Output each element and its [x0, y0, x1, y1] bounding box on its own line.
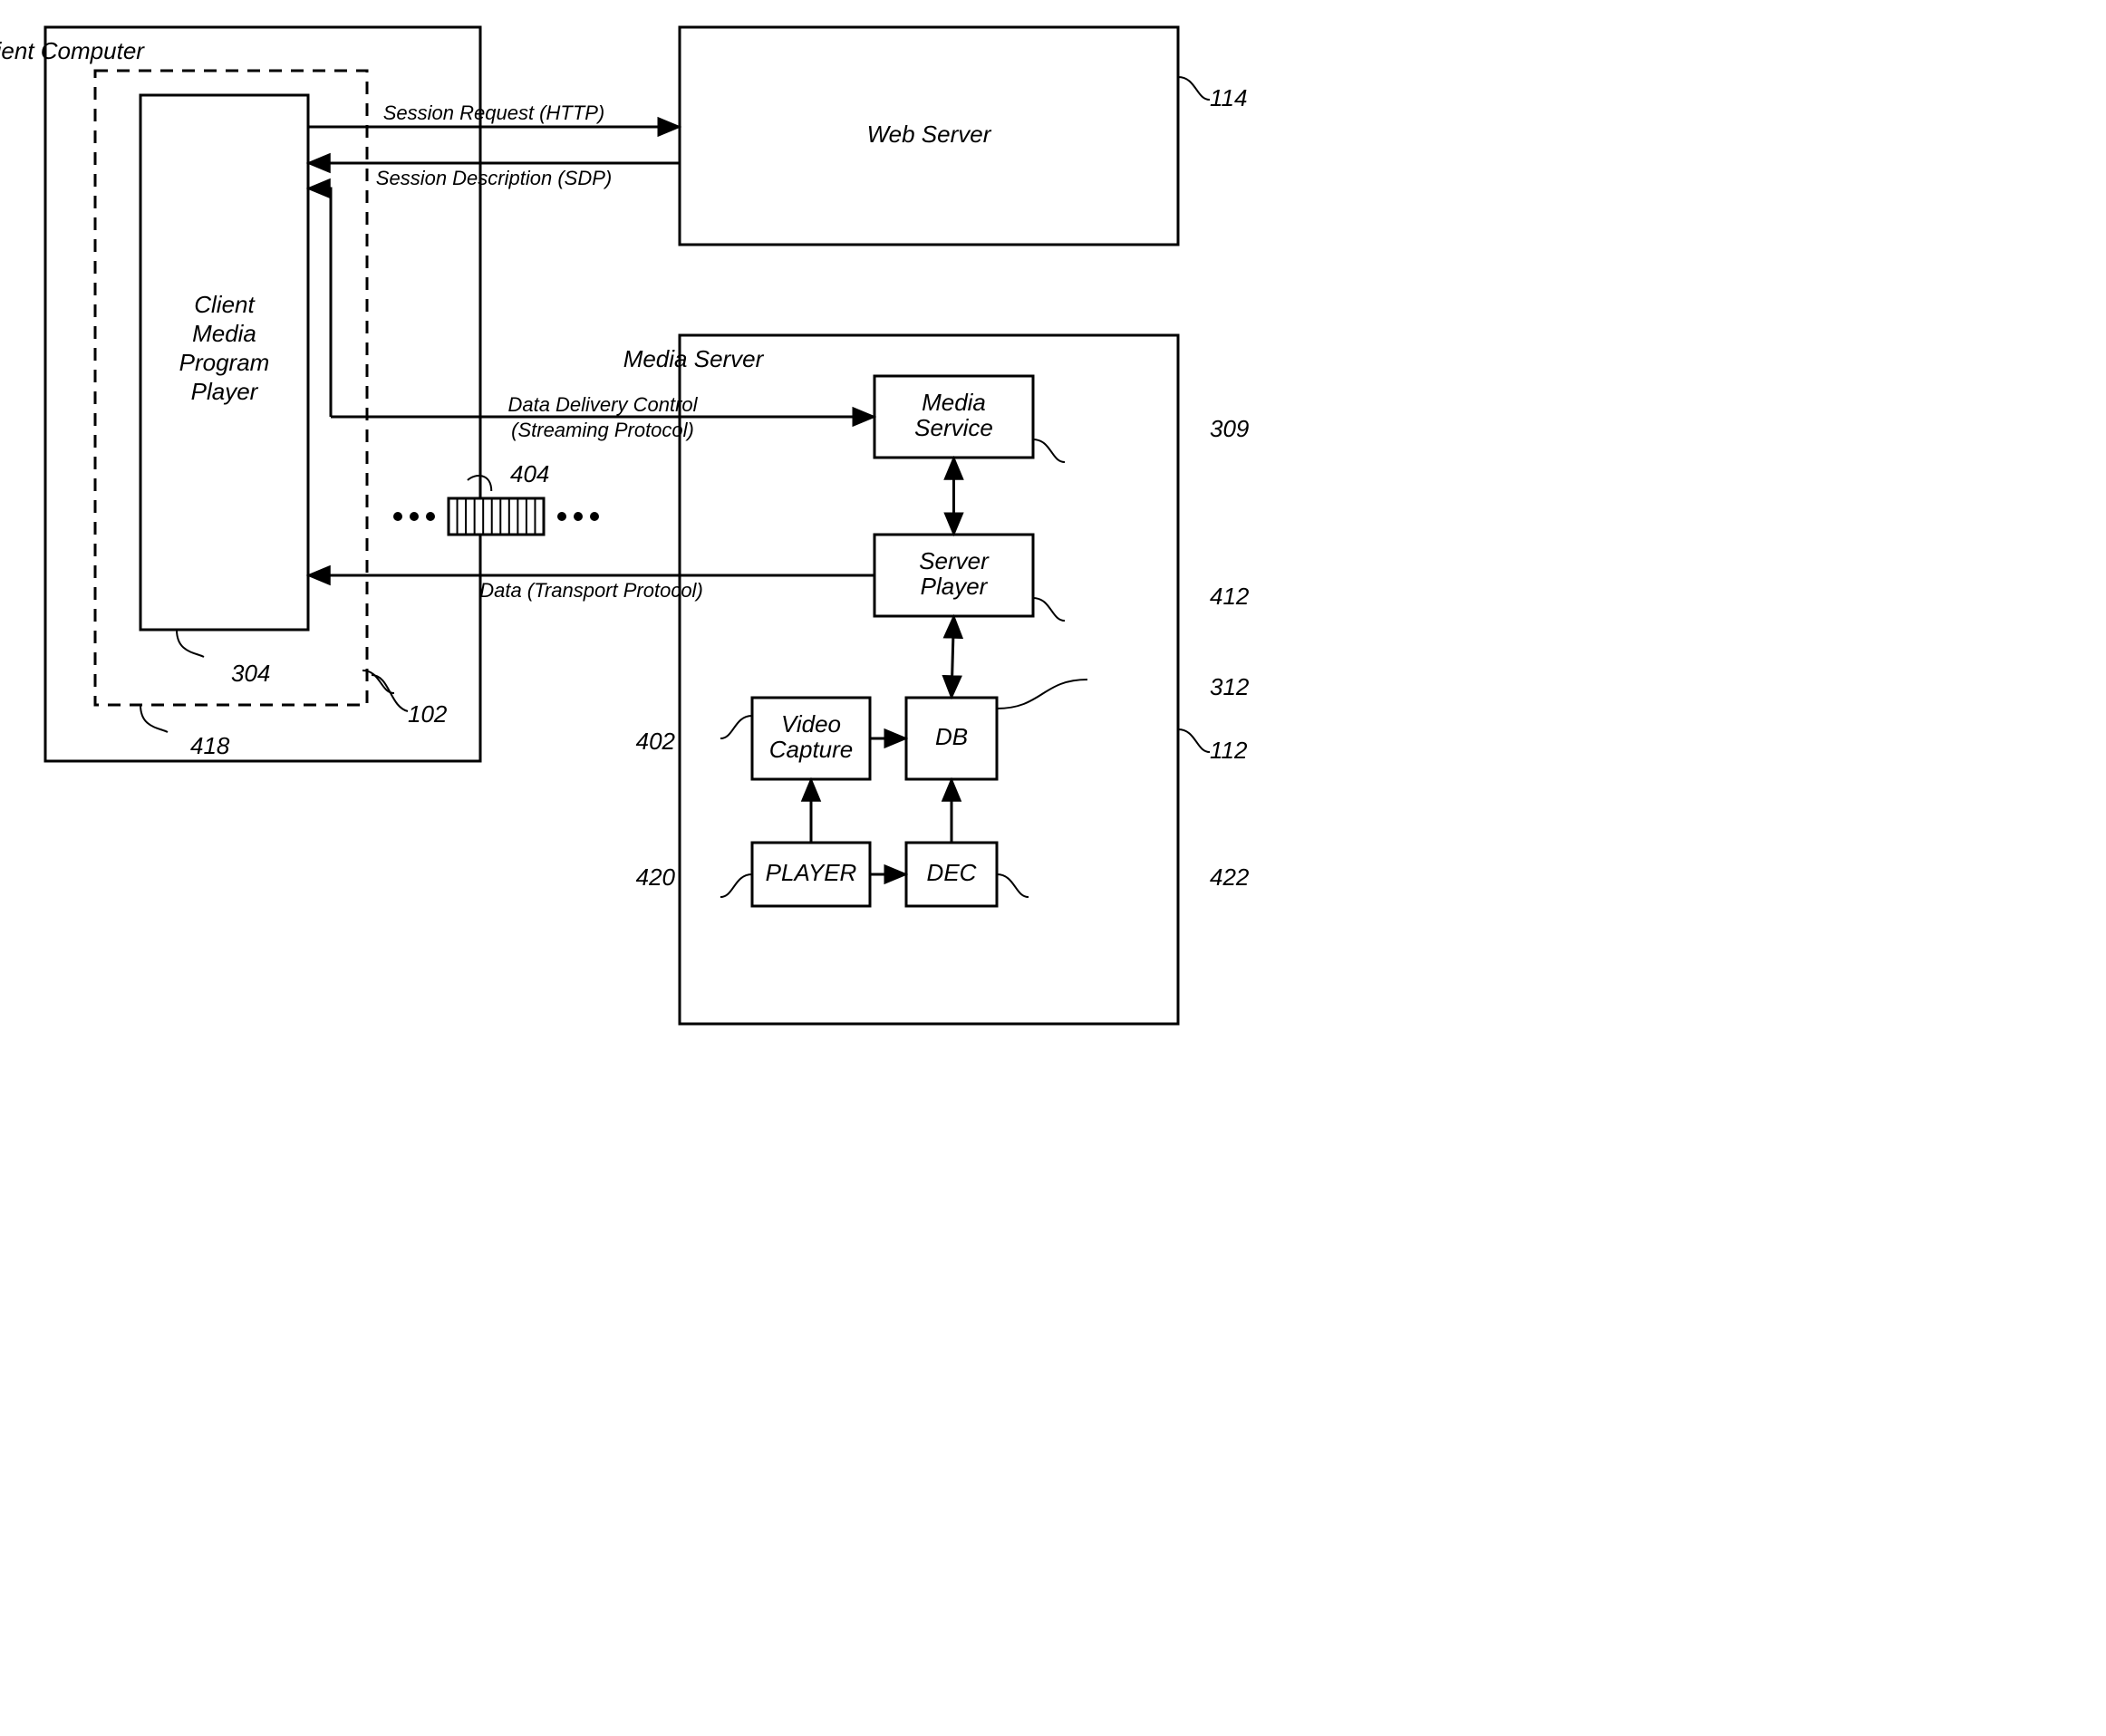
svg-text:Media Server: Media Server — [623, 345, 765, 372]
svg-text:(Streaming Protocol): (Streaming Protocol) — [511, 419, 694, 441]
svg-text:114: 114 — [1210, 84, 1247, 111]
svg-text:Server: Server — [919, 547, 990, 574]
svg-text:420: 420 — [636, 863, 676, 891]
svg-text:Media: Media — [922, 389, 986, 416]
svg-text:Data (Transport Protocol): Data (Transport Protocol) — [479, 579, 703, 602]
svg-text:DB: DB — [935, 723, 968, 750]
svg-text:309: 309 — [1210, 415, 1249, 442]
svg-text:412: 412 — [1210, 583, 1250, 610]
svg-text:Data Delivery Control: Data Delivery Control — [507, 393, 698, 416]
svg-text:Program: Program — [179, 349, 270, 376]
svg-text:422: 422 — [1210, 863, 1250, 891]
packet-icon — [393, 498, 599, 535]
svg-text:418: 418 — [190, 732, 230, 759]
diagram-canvas: Client ComputerClientMediaProgramPlayerW… — [0, 0, 1341, 1105]
svg-text:Session Request (HTTP): Session Request (HTTP) — [383, 101, 605, 124]
svg-text:Media: Media — [192, 320, 256, 347]
svg-text:102: 102 — [408, 700, 448, 728]
svg-text:Player: Player — [191, 378, 259, 405]
svg-text:Video: Video — [781, 710, 841, 738]
svg-text:PLAYER: PLAYER — [766, 859, 857, 886]
svg-text:402: 402 — [636, 728, 676, 755]
svg-text:Client: Client — [194, 291, 256, 318]
svg-text:312: 312 — [1210, 673, 1250, 700]
client-computer-box — [45, 27, 480, 761]
svg-text:Web Server: Web Server — [867, 121, 992, 148]
svg-text:DEC: DEC — [927, 859, 977, 886]
svg-text:Session Description (SDP): Session Description (SDP) — [376, 167, 612, 189]
svg-text:Client Computer: Client Computer — [0, 37, 145, 64]
svg-text:Player: Player — [921, 573, 989, 600]
svg-text:Service: Service — [914, 414, 993, 441]
svg-text:404: 404 — [510, 460, 549, 487]
svg-text:Capture: Capture — [769, 736, 854, 763]
svg-text:304: 304 — [231, 660, 270, 687]
svg-text:112: 112 — [1210, 737, 1248, 764]
